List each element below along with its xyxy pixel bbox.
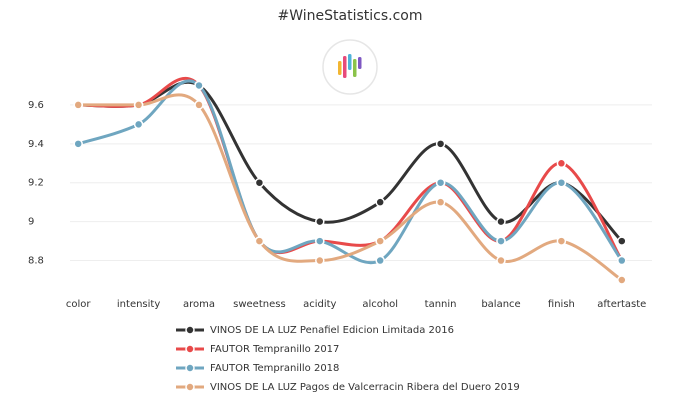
legend-marker bbox=[185, 325, 195, 335]
series-line bbox=[77, 79, 624, 265]
data-point bbox=[556, 158, 567, 169]
y-tick-label: 8.8 bbox=[28, 256, 44, 267]
data-point bbox=[315, 255, 325, 266]
data-point bbox=[496, 216, 506, 227]
x-tick-label: alcohol bbox=[362, 299, 398, 310]
legend-label: FAUTOR Tempranillo 2018 bbox=[210, 363, 339, 374]
x-tick-label: aftertaste bbox=[597, 299, 646, 310]
data-point bbox=[435, 177, 446, 188]
legend-marker bbox=[185, 344, 195, 354]
x-tick-label: balance bbox=[481, 299, 520, 310]
data-point bbox=[556, 177, 567, 188]
x-tick-label: finish bbox=[548, 299, 575, 310]
legend-label: VINOS DE LA LUZ Penafiel Edicion Limitad… bbox=[210, 325, 454, 336]
data-point bbox=[315, 216, 325, 227]
data-point bbox=[435, 197, 446, 207]
series-line bbox=[78, 76, 624, 262]
logo bbox=[322, 39, 378, 95]
data-point bbox=[435, 139, 446, 149]
chart-title: #WineStatistics.com bbox=[278, 8, 423, 24]
data-point bbox=[375, 236, 385, 246]
data-point bbox=[254, 177, 265, 188]
data-point bbox=[375, 255, 385, 266]
series-line bbox=[78, 93, 623, 282]
x-tick-label: acidity bbox=[303, 299, 336, 310]
data-point bbox=[617, 255, 627, 266]
data-point bbox=[133, 100, 144, 110]
data-point bbox=[194, 80, 204, 91]
x-tick-label: sweetness bbox=[233, 299, 286, 310]
data-point bbox=[496, 255, 506, 266]
data-point bbox=[496, 236, 506, 246]
data-point bbox=[133, 119, 144, 130]
y-tick-label: 9 bbox=[28, 217, 34, 228]
legend-label: VINOS DE LA LUZ Pagos de Valcerracin Rib… bbox=[210, 382, 520, 393]
x-tick-label: tannin bbox=[425, 299, 457, 310]
legend-marker bbox=[185, 382, 195, 392]
data-point bbox=[315, 236, 325, 246]
data-point bbox=[617, 236, 627, 246]
data-point bbox=[375, 197, 385, 207]
legend-label: FAUTOR Tempranillo 2017 bbox=[210, 344, 339, 355]
x-tick-label: intensity bbox=[117, 299, 160, 310]
y-tick-label: 9.4 bbox=[28, 139, 44, 150]
data-point bbox=[556, 236, 567, 246]
data-point bbox=[73, 100, 83, 110]
x-tick-label: aroma bbox=[183, 299, 215, 310]
data-point bbox=[254, 236, 265, 246]
y-tick-label: 9.2 bbox=[28, 178, 44, 189]
legend-marker bbox=[185, 363, 195, 373]
data-point bbox=[73, 139, 83, 149]
y-tick-label: 9.6 bbox=[28, 100, 44, 111]
data-point bbox=[194, 100, 204, 110]
data-point bbox=[617, 275, 627, 285]
x-tick-label: color bbox=[66, 299, 92, 310]
